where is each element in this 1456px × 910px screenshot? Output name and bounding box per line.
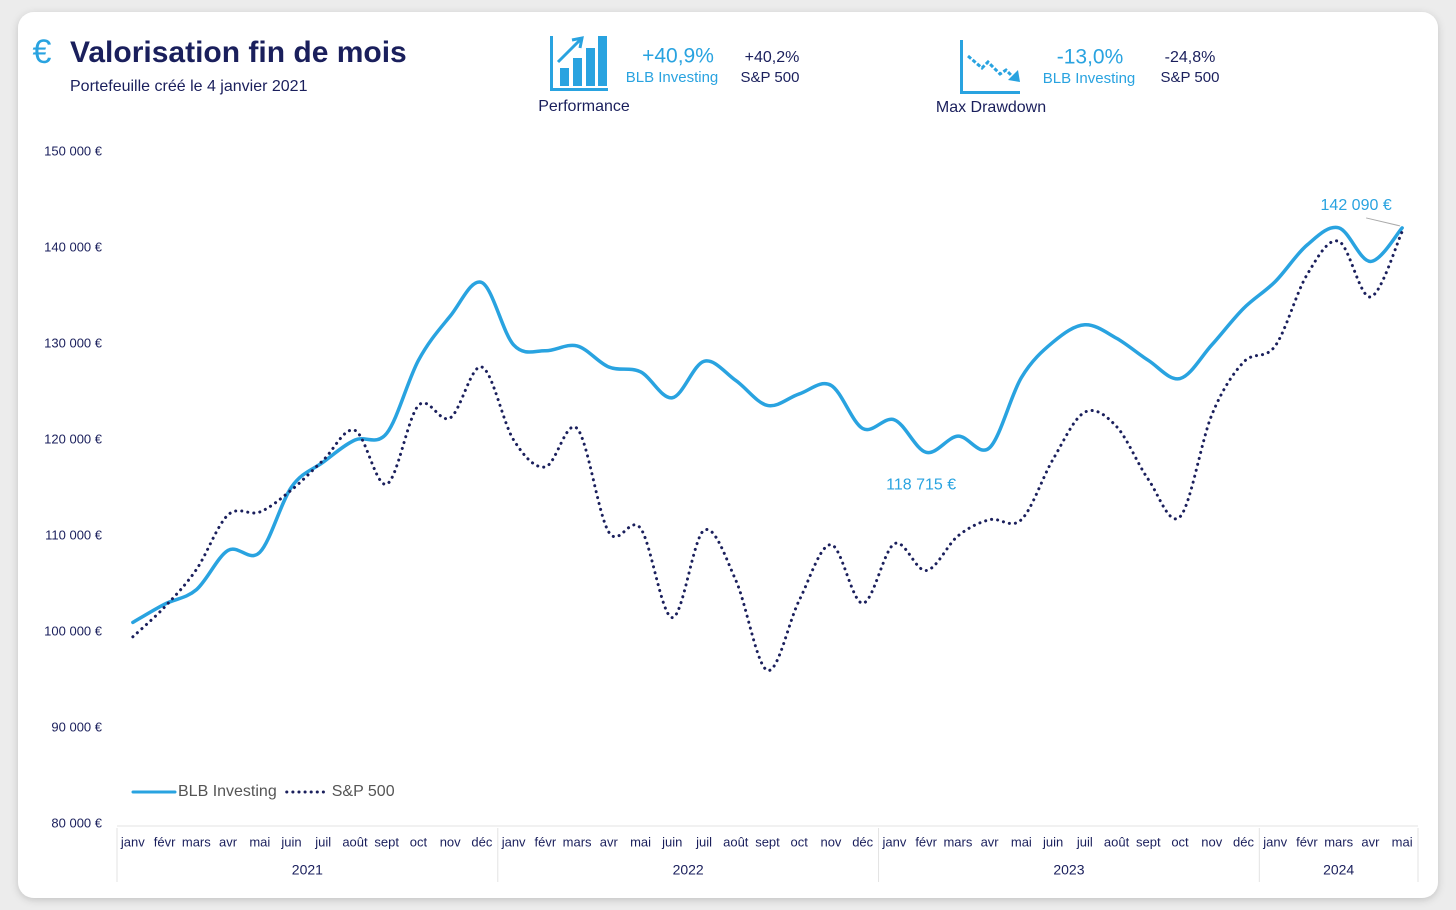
year-label: 2021 <box>292 862 323 878</box>
x-tick-label: mai <box>1011 834 1032 849</box>
x-tick-label: févr <box>1296 834 1318 849</box>
x-tick-label: mai <box>630 834 651 849</box>
legend-label: S&P 500 <box>332 783 395 800</box>
x-tick-label: déc <box>852 834 873 849</box>
x-tick-label: août <box>342 834 368 849</box>
x-tick-label: mai <box>249 834 270 849</box>
x-tick-label: févr <box>154 834 176 849</box>
x-tick-label: oct <box>410 834 428 849</box>
x-tick-label: mars <box>943 834 972 849</box>
x-tick-label: déc <box>471 834 492 849</box>
series-line <box>131 225 1404 625</box>
year-label: 2024 <box>1323 862 1354 878</box>
card <box>18 12 1438 898</box>
x-tick-label: oct <box>1171 834 1189 849</box>
x-tick-label: août <box>1104 834 1130 849</box>
year-label: 2022 <box>673 862 704 878</box>
kpi-name: S&P 500 <box>1161 69 1220 86</box>
chart-subtitle: Portefeuille créé le 4 janvier 2021 <box>70 78 308 95</box>
x-tick-label: janv <box>120 834 145 849</box>
y-tick-label: 90 000 € <box>51 719 102 734</box>
x-tick-label: nov <box>1201 834 1222 849</box>
y-tick-label: 80 000 € <box>51 815 102 830</box>
x-tick-label: juin <box>1042 834 1063 849</box>
y-tick-label: 130 000 € <box>44 335 103 350</box>
x-tick-label: juin <box>280 834 301 849</box>
chart-title: Valorisation fin de mois <box>70 36 407 69</box>
x-tick-label: avr <box>600 834 619 849</box>
x-tick-label: nov <box>820 834 841 849</box>
x-tick-label: juil <box>1076 834 1093 849</box>
y-tick-label: 140 000 € <box>44 239 103 254</box>
x-tick-label: mars <box>1324 834 1353 849</box>
kpi-value: +40,2% <box>745 49 800 66</box>
x-tick-label: juil <box>314 834 331 849</box>
x-tick-label: avr <box>981 834 1000 849</box>
x-tick-label: janv <box>1262 834 1287 849</box>
x-tick-label: janv <box>881 834 906 849</box>
drawdown-icon <box>960 40 1020 94</box>
kpi-label: Performance <box>538 98 630 115</box>
year-label: 2023 <box>1053 862 1084 878</box>
x-tick-label: sept <box>1136 834 1161 849</box>
x-tick-label: sept <box>755 834 780 849</box>
performance-icon <box>550 36 608 91</box>
icon: € <box>33 33 52 71</box>
annotation: 118 715 € <box>886 477 956 494</box>
leader-line <box>1366 217 1401 227</box>
y-tick-label: 150 000 € <box>44 143 103 158</box>
series-line <box>131 230 1404 672</box>
x-tick-label: oct <box>791 834 809 849</box>
kpi-name: BLB Investing <box>1043 70 1136 87</box>
x-tick-label: sept <box>374 834 399 849</box>
x-tick-label: févr <box>535 834 557 849</box>
x-tick-label: août <box>723 834 749 849</box>
kpi-value: -13,0% <box>1057 46 1124 69</box>
x-tick-label: janv <box>501 834 526 849</box>
x-tick-label: juin <box>661 834 682 849</box>
kpi-value: -24,8% <box>1165 49 1216 66</box>
x-tick-label: févr <box>915 834 937 849</box>
x-tick-label: déc <box>1233 834 1254 849</box>
kpi-name: BLB Investing <box>626 69 719 86</box>
x-tick-label: mai <box>1392 834 1413 849</box>
y-tick-label: 100 000 € <box>44 623 103 638</box>
x-tick-label: mars <box>182 834 211 849</box>
kpi-label: Max Drawdown <box>936 99 1046 116</box>
legend-label: BLB Investing <box>178 783 277 800</box>
y-tick-label: 120 000 € <box>44 431 103 446</box>
x-tick-label: juil <box>695 834 712 849</box>
annotation: 142 090 € <box>1321 197 1392 214</box>
y-tick-label: 110 000 € <box>45 527 103 542</box>
kpi-name: S&P 500 <box>741 69 800 86</box>
x-tick-label: nov <box>440 834 461 849</box>
x-tick-label: avr <box>219 834 238 849</box>
x-tick-label: avr <box>1361 834 1380 849</box>
x-tick-label: mars <box>563 834 592 849</box>
kpi-value: +40,9% <box>642 45 714 68</box>
